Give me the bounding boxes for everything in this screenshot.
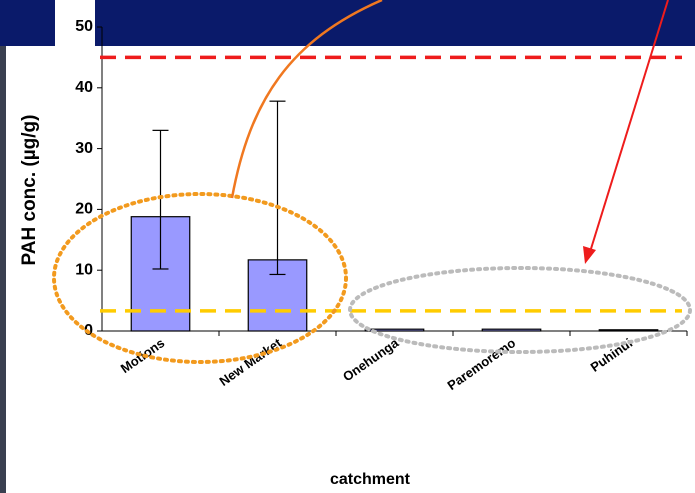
header-band-left xyxy=(0,0,55,46)
y-tick-label: 20 xyxy=(75,201,93,218)
y-tick-label: 30 xyxy=(75,140,93,157)
y-tick-label: 10 xyxy=(75,261,93,278)
left-strip xyxy=(0,46,6,493)
y-axis-label: PAH conc. (µg/g) xyxy=(19,115,40,266)
slide: PAH conc. (µg/g) catchment 01020304050Mo… xyxy=(0,0,695,493)
bar xyxy=(482,329,541,331)
y-tick-label: 40 xyxy=(75,79,93,96)
bar xyxy=(599,330,658,331)
header-band xyxy=(95,0,695,46)
x-axis-label: catchment xyxy=(330,471,411,488)
y-tick-label: 50 xyxy=(75,18,93,35)
